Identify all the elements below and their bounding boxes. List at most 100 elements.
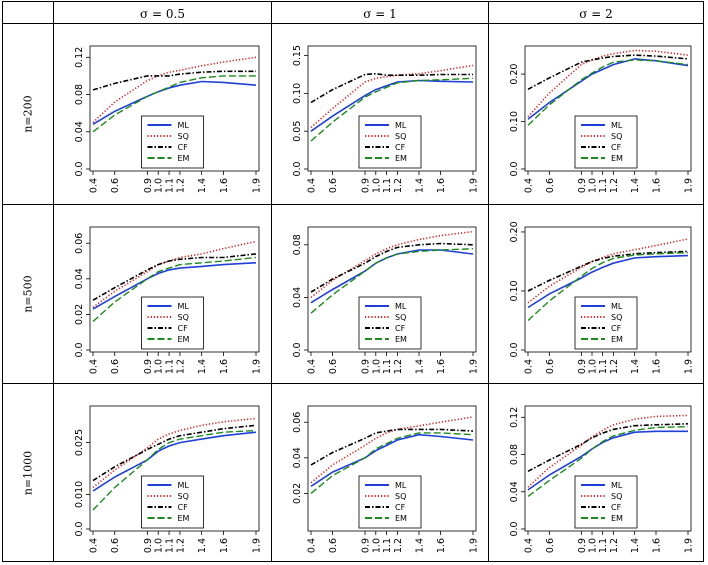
- y-tick-label: 0.0: [74, 342, 85, 357]
- x-tick-label: 1.6: [652, 359, 663, 374]
- x-tick-label: 1.0: [154, 538, 165, 553]
- y-tick-label: 0.10: [292, 83, 303, 104]
- x-tick-label: 1.0: [588, 178, 599, 193]
- header-divider: [2, 23, 704, 24]
- x-tick-label: 0.9: [577, 178, 588, 193]
- x-tick-label: 1.4: [197, 178, 208, 193]
- legend-label: CF: [611, 503, 622, 512]
- x-tick-label: 0.6: [328, 359, 339, 374]
- table-border-left: [2, 1, 3, 562]
- y-tick-label: 0.15: [292, 45, 303, 66]
- row-divider: [2, 204, 704, 205]
- column-header: σ = 2: [579, 7, 613, 21]
- column-divider: [488, 1, 489, 562]
- plot-frame: [524, 226, 692, 353]
- x-tick-label: 1.2: [393, 538, 404, 553]
- x-tick-label: 0.9: [143, 538, 154, 553]
- x-tick-label: 1.2: [175, 359, 186, 374]
- y-tick-label: 0.08: [292, 234, 303, 255]
- series-line-sq: [310, 64, 474, 129]
- legend-label: EM: [611, 154, 623, 163]
- legend-box: [141, 115, 204, 169]
- y-tick-label: 0.12: [74, 47, 85, 68]
- series-line-em: [310, 248, 474, 314]
- x-tick-label: 0.6: [110, 359, 121, 374]
- legend-box: [574, 115, 638, 169]
- x-tick-label: 0.6: [545, 178, 556, 193]
- legend: ML SQ CF EM: [574, 296, 638, 350]
- y-tick-label: 0.02: [74, 304, 85, 325]
- legend-label: EM: [178, 514, 190, 523]
- x-tick-label: 0.4: [524, 178, 535, 193]
- legend-box: [141, 296, 204, 350]
- y-tick-label: 0.0: [292, 342, 303, 357]
- x-tick-label: 1.4: [630, 359, 641, 374]
- x-tick-label: 0.6: [328, 178, 339, 193]
- y-tick-label: 0.08: [74, 84, 85, 105]
- x-tick-label: 1.1: [598, 359, 609, 374]
- series-line-sq: [527, 238, 689, 304]
- x-tick-label: 0.9: [361, 178, 372, 193]
- series-line-ml: [92, 80, 257, 125]
- chart-panel: 0.02 0.04 0.06 0.4 0.6 0.9 1.0 1.1 1.2 1.4 1.6 1.9 M…: [292, 405, 480, 553]
- x-tick-label: 1.1: [165, 178, 176, 193]
- series-line-cf: [527, 423, 689, 473]
- legend-label: ML: [178, 302, 190, 311]
- plot-frame: [89, 226, 260, 353]
- chart-panel: 0.0 0.10 0.20 0.4 0.6 0.9 1.0 1.1 1.2 1.4 1.6 1.9 ML…: [509, 45, 695, 193]
- x-tick-label: 0.6: [545, 359, 556, 374]
- y-tick-label: 0.20: [509, 221, 520, 242]
- series-line-sq: [92, 240, 257, 308]
- legend-label: SQ: [395, 132, 406, 141]
- chart-panel: 0.0 0.010 0.025 0.4 0.6 0.9 1.0 1.1 1.2 1.4 1.6 1.9…: [74, 405, 263, 553]
- plot-frame: [307, 405, 477, 532]
- y-tick-label: 0.06: [74, 233, 85, 254]
- series-line-cf: [310, 242, 474, 293]
- x-tick-label: 1.6: [652, 538, 663, 553]
- y-tick-label: 0.04: [292, 447, 303, 468]
- legend-box: [574, 475, 638, 529]
- series-line-cf: [310, 428, 474, 466]
- legend-label: CF: [395, 143, 406, 152]
- x-tick-label: 0.6: [110, 178, 121, 193]
- x-tick-label: 1.4: [415, 178, 426, 193]
- plot-frame: [307, 226, 477, 353]
- x-tick-label: 1.2: [175, 178, 186, 193]
- x-tick-label: 1.6: [219, 538, 230, 553]
- series-line-em: [92, 429, 257, 511]
- plot-frame: [524, 45, 692, 172]
- y-tick-label: 0.025: [74, 429, 85, 456]
- y-tick-label: 0.0: [74, 521, 85, 536]
- x-tick-label: 1.2: [609, 178, 620, 193]
- chart-panel: 0.0 0.04 0.08 0.4 0.6 0.9 1.0 1.1 1.2 1.4 1.6 1.9 ML…: [292, 226, 480, 374]
- series-line-cf: [92, 253, 257, 301]
- legend-label: CF: [611, 324, 622, 333]
- legend: ML SQ CF EM: [141, 115, 204, 169]
- legend-label: EM: [395, 154, 407, 163]
- x-tick-label: 1.0: [154, 359, 165, 374]
- series-line-em: [310, 432, 474, 494]
- chart-panel: 0.0 0.10 0.20 0.4 0.6 0.9 1.0 1.1 1.2 1.4 1.6 1.9 ML…: [509, 221, 695, 374]
- x-tick-label: 1.1: [382, 538, 393, 553]
- legend-label: CF: [395, 503, 406, 512]
- chart-panel: 0.0 0.05 0.10 0.15 0.4 0.6 0.9 1.0 1.1 1.2 1.4 1.6 1…: [292, 45, 480, 193]
- chart-panel: 0.0 0.02 0.04 0.06 0.4 0.6 0.9 1.0 1.1 1.2 1.4 1.6 1…: [74, 226, 263, 374]
- x-tick-label: 1.4: [630, 538, 641, 553]
- legend-box: [141, 475, 204, 529]
- y-tick-label: 0.05: [292, 121, 303, 142]
- y-tick-label: 0.08: [509, 444, 520, 465]
- x-tick-label: 1.9: [469, 178, 480, 193]
- x-tick-label: 1.1: [165, 359, 176, 374]
- y-tick-label: 0.06: [292, 412, 303, 433]
- series-line-ml: [92, 262, 257, 310]
- series-line-em: [310, 77, 474, 142]
- legend-label: EM: [178, 335, 190, 344]
- series-line-sq: [527, 414, 689, 488]
- legend-label: ML: [178, 481, 190, 490]
- legend-label: CF: [611, 143, 622, 152]
- plot-frame: [524, 405, 692, 532]
- x-tick-label: 0.4: [307, 359, 318, 374]
- x-tick-label: 0.4: [307, 538, 318, 553]
- legend: ML SQ CF EM: [358, 475, 422, 529]
- series-line-ml: [527, 58, 689, 120]
